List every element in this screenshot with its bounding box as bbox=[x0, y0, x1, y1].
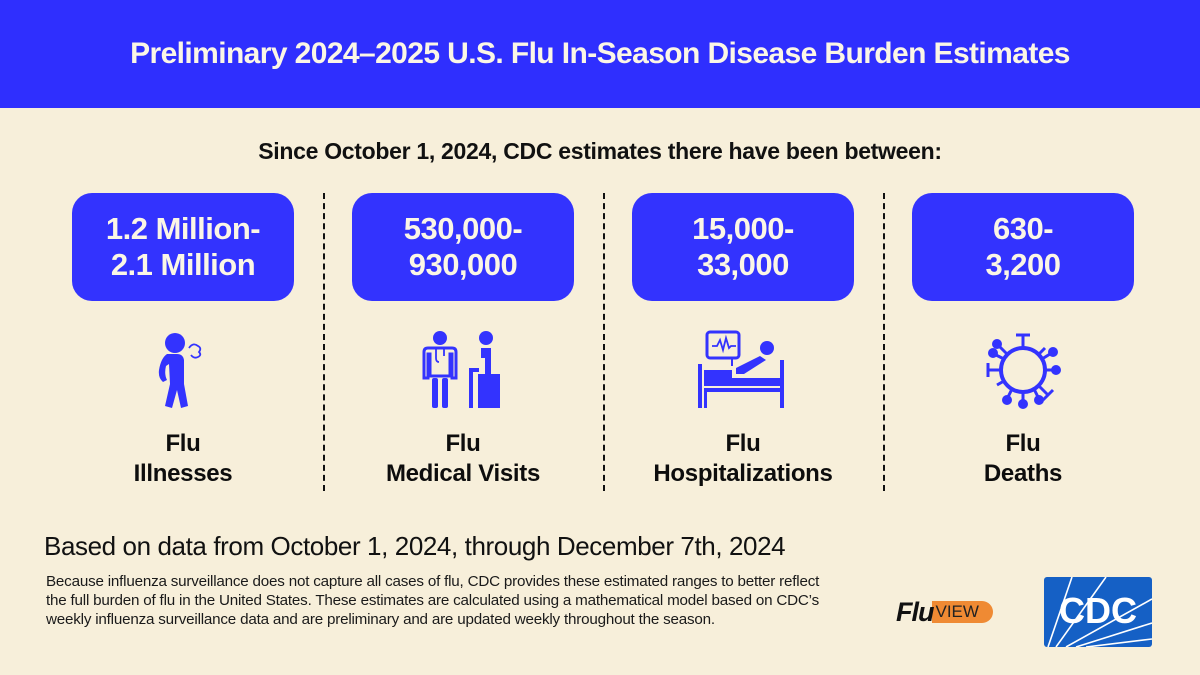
estimate-label: Flu Medical Visits bbox=[385, 430, 541, 487]
estimate-label: Flu Illnesses bbox=[133, 430, 233, 487]
header-banner: Preliminary 2024–2025 U.S. Flu In-Season… bbox=[0, 0, 1200, 108]
range-high: 930,000 bbox=[408, 247, 518, 282]
range-high: 33,000 bbox=[697, 247, 789, 282]
range-high: 3,200 bbox=[985, 247, 1061, 282]
hospital-bed-monitor-icon bbox=[683, 327, 803, 413]
estimate-medical-visits: 530,000- 930,000 Flu Medical Visits bbox=[352, 193, 574, 489]
fluview-logo-view: VIEW bbox=[931, 601, 993, 623]
virus-icon bbox=[963, 327, 1083, 413]
fluview-logo-flu: Flu bbox=[896, 596, 934, 627]
data-range-text: Based on data from October 1, 2024, thro… bbox=[44, 531, 786, 561]
range-low: 1.2 Million- bbox=[105, 211, 261, 246]
range-low: 530,000- bbox=[403, 211, 523, 246]
fluview-logo: Flu VIEW bbox=[896, 596, 993, 627]
cdc-logo-text: CDC bbox=[1059, 590, 1137, 631]
dashed-divider bbox=[603, 193, 605, 491]
cdc-logo: CDC bbox=[1044, 576, 1153, 648]
estimate-range-box: 530,000- 930,000 bbox=[352, 193, 574, 301]
range-low: 15,000- bbox=[692, 211, 794, 246]
subtitle: Since October 1, 2024, CDC estimates the… bbox=[258, 138, 942, 164]
estimate-range-box: 15,000- 33,000 bbox=[632, 193, 854, 301]
range-high: 2.1 Million bbox=[110, 247, 256, 282]
estimate-label: Flu Hospitalizations bbox=[653, 430, 833, 487]
estimate-deaths: 630- 3,200 Flu Deaths bbox=[912, 193, 1134, 489]
methodology-note: Because influenza surveillance does not … bbox=[46, 573, 820, 628]
range-low: 630- bbox=[992, 211, 1054, 246]
dashed-divider bbox=[883, 193, 885, 491]
dashed-divider bbox=[323, 193, 325, 491]
sick-person-coughing-icon bbox=[123, 327, 243, 413]
estimate-label: Flu Deaths bbox=[983, 430, 1063, 487]
estimate-hospitalizations: 15,000- 33,000 Flu Hospitalizations bbox=[632, 193, 854, 489]
estimate-range-box: 1.2 Million- 2.1 Million bbox=[72, 193, 294, 301]
estimate-range-box: 630- 3,200 bbox=[912, 193, 1134, 301]
doctor-and-patient-icon bbox=[403, 327, 523, 413]
estimate-illnesses: 1.2 Million- 2.1 Million Flu Illnesses bbox=[72, 193, 294, 489]
page-title: Preliminary 2024–2025 U.S. Flu In-Season… bbox=[130, 37, 1070, 70]
